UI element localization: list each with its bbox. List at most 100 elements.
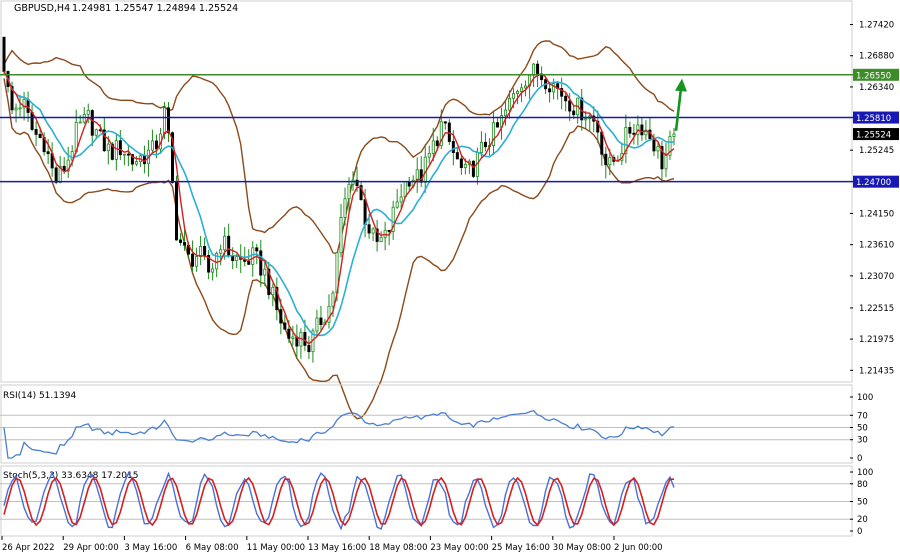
stochastic-tick-label: 80 — [857, 480, 868, 490]
candle-body — [644, 129, 648, 136]
bollinger-upper — [3, 40, 675, 255]
candle-body — [327, 305, 331, 323]
candle-body — [331, 292, 335, 307]
time-tick-label: 2 Jun 00:00 — [614, 543, 663, 553]
time-tick-label: 25 May 16:00 — [492, 543, 550, 553]
level-tag — [853, 68, 899, 81]
price-tick-label: 1.23070 — [859, 272, 894, 282]
candle-body — [303, 332, 307, 346]
candle-body — [379, 236, 383, 242]
moving-averages — [3, 71, 675, 345]
candle-body — [391, 206, 395, 232]
candle-body — [118, 140, 122, 156]
candle-body — [395, 201, 399, 208]
candle-body — [106, 143, 110, 152]
candle-body — [2, 36, 6, 72]
stochastic-signal-line — [3, 476, 674, 527]
candle-body — [251, 247, 255, 265]
time-tick-label: 23 May 00:00 — [430, 543, 488, 553]
rsi-panel: RSI(14) 51.1394 100 70 50 30 0 — [0, 384, 873, 464]
candle-body — [14, 107, 18, 111]
candle-body — [150, 140, 154, 151]
candle-body — [443, 121, 447, 124]
candle-body — [54, 167, 58, 183]
candle-body — [495, 122, 499, 128]
candle-body — [263, 268, 267, 276]
candle-body — [10, 86, 14, 111]
main-panel-frame — [0, 0, 853, 383]
rsi-axis: 100 70 50 30 0 — [850, 393, 873, 464]
candle-body — [367, 224, 371, 234]
candle-body — [371, 228, 375, 234]
price-tick-label: 1.26880 — [859, 52, 894, 62]
candle-body — [94, 129, 98, 136]
candle-body — [540, 75, 544, 81]
candle-body — [419, 169, 423, 183]
candle-body — [632, 132, 636, 135]
price-tick-label: 1.27420 — [859, 21, 894, 31]
time-tick-label: 6 May 08:00 — [186, 543, 239, 553]
candle-body — [154, 140, 158, 150]
candle-body — [403, 181, 407, 198]
candle-body — [203, 245, 207, 256]
time-tick-label: 11 May 00:00 — [247, 543, 305, 553]
candle-body — [447, 122, 451, 142]
main-price-axis: 1.27420 1.26880 1.26340 1.25245 1.24150 1.236… — [850, 21, 894, 376]
stochastic-levels — [0, 483, 853, 520]
candle-body — [86, 110, 90, 115]
rsi-panel-frame — [0, 384, 853, 464]
candle-body — [347, 183, 351, 200]
candle-body — [34, 129, 38, 135]
candle-body — [122, 153, 126, 156]
candle-body — [471, 160, 475, 177]
candle-body — [134, 161, 138, 165]
candle-body — [211, 268, 215, 273]
candle-body — [215, 252, 219, 270]
candle-body — [455, 152, 459, 160]
candle-body — [110, 143, 114, 160]
candle-body — [552, 83, 556, 93]
candle-body — [355, 179, 359, 187]
candle-body — [315, 317, 319, 332]
candle-body — [415, 169, 419, 181]
candle-body — [491, 122, 495, 146]
rsi-tick-label: 100 — [857, 393, 873, 403]
time-tick-label: 30 May 08:00 — [553, 543, 611, 553]
stochastic-title: Stoch(5,3,3) 33.6348 17.2015 — [3, 471, 138, 481]
candle-body — [175, 182, 179, 241]
candle-body — [255, 247, 259, 252]
time-axis: 26 Apr 2022 29 Apr 00:00 3 May 16:00 6 May … — [1, 536, 663, 553]
arrow-head — [675, 78, 687, 92]
candle-body — [375, 228, 379, 242]
candle-body — [363, 199, 367, 226]
candle-body — [656, 146, 660, 152]
candle-body — [307, 344, 311, 353]
candle-body — [247, 261, 251, 265]
candle-body — [199, 245, 203, 257]
candle-body — [191, 253, 195, 267]
stochastic-tick-label: 100 — [857, 468, 873, 478]
price-tick-label: 1.26340 — [859, 83, 894, 93]
candle-body — [22, 98, 26, 109]
candle-body — [102, 129, 106, 152]
candle-body — [660, 146, 664, 170]
candle-body — [672, 133, 676, 137]
candle-body — [536, 63, 540, 77]
candle-body — [439, 121, 443, 147]
stochastic-lines — [3, 471, 675, 531]
candle-body — [70, 151, 74, 161]
candle-body — [162, 107, 166, 135]
candle-body — [652, 138, 656, 152]
candle-body — [343, 198, 347, 218]
symbol-header: GBPUSD,H4 — [14, 3, 70, 14]
price-tick-label: 1.21435 — [859, 366, 894, 376]
candle-body — [18, 107, 22, 110]
stochastic-tick-label: 20 — [857, 515, 868, 525]
candle-body — [30, 112, 34, 130]
candle-body — [271, 286, 275, 296]
candle-body — [195, 256, 199, 267]
candle-body — [231, 255, 235, 262]
candle-body — [423, 156, 427, 183]
candle-body — [564, 95, 568, 102]
